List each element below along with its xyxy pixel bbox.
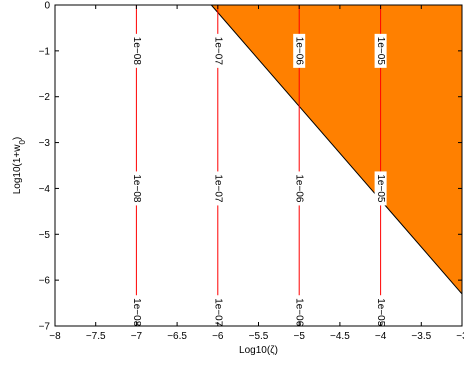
- contour-label-gap: [293, 171, 306, 206]
- y-tick-label: −1: [39, 46, 51, 57]
- contour-label: 1e−06: [294, 174, 305, 203]
- y-tick-label: 0: [44, 1, 50, 12]
- contour-label: 1e−05: [375, 174, 386, 203]
- contour-label: 1e−05: [375, 37, 386, 66]
- x-tick-label: −3.5: [411, 331, 431, 342]
- y-tick-label: −4: [39, 184, 51, 195]
- x-tick-label: −4.5: [330, 331, 350, 342]
- contour-label: 1e−05: [375, 298, 386, 327]
- y-axis-label-main: Log10(1+w: [12, 144, 23, 195]
- y-tick-label: −3: [39, 138, 51, 149]
- contour-label: 1e−08: [131, 174, 142, 203]
- contour-label: 1e−07: [212, 174, 223, 203]
- x-tick-label: −8: [49, 331, 61, 342]
- x-tick-label: −6.5: [167, 331, 187, 342]
- contour-label-gap: [211, 295, 224, 330]
- contour-label-gap: [293, 295, 306, 330]
- y-axis-label: Log10(1+w0): [12, 137, 27, 195]
- x-tick-label: −5.5: [249, 331, 269, 342]
- ticks-layer: −8 −7.5 −7 −6.5 −6 −5.5 −5 −4.5 −4 −3.5 −3 0 −1 −2 −3 −…: [39, 1, 464, 343]
- contour-label: 1e−07: [212, 298, 223, 327]
- contour-label: 1e−08: [131, 298, 142, 327]
- y-axis-label-subscript: 0: [18, 140, 27, 145]
- y-tick-label: −6: [39, 276, 51, 287]
- contour-label: 1e−08: [131, 37, 142, 66]
- x-tick-label: −5: [293, 331, 305, 342]
- boundary-line: [210, 4, 463, 295]
- y-tick-label: −5: [39, 230, 51, 241]
- excluded-region-layer: [210, 4, 463, 295]
- contour-label-gap: [293, 33, 306, 68]
- contour-label-gap: [130, 295, 143, 330]
- y-tick-label: −7: [39, 322, 51, 333]
- y-tick-label: −2: [39, 92, 51, 103]
- x-tick-label: −4: [375, 331, 387, 342]
- contour-label: 1e−06: [294, 37, 305, 66]
- contour-label-gap: [374, 295, 387, 330]
- contour-label-gap: [211, 33, 224, 68]
- x-tick-label: −6: [212, 331, 224, 342]
- x-tick-label: −3: [456, 331, 464, 342]
- contour-label-gap: [374, 171, 387, 206]
- contour-label-gap: [374, 33, 387, 68]
- contour-label-gap: [130, 171, 143, 206]
- contour-label: 1e−06: [294, 298, 305, 327]
- x-tick-label: −7: [131, 331, 143, 342]
- contour-label: 1e−07: [212, 37, 223, 66]
- contour-lines-layer: 1e−08 1e−08 1e−08 1e−07 1e−07 1e−07 1e−06 1e−06…: [130, 5, 387, 330]
- x-axis-label: Log10(ζ): [239, 345, 278, 356]
- contour-label-gap: [211, 171, 224, 206]
- x-tick-label: −7.5: [86, 331, 106, 342]
- contour-label-gap: [130, 33, 143, 68]
- y-axis-label-close: ): [12, 137, 23, 140]
